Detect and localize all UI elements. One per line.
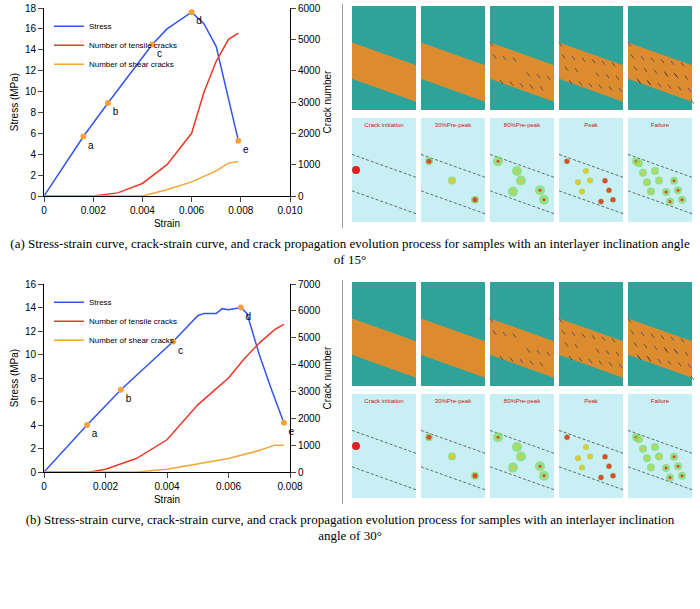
svg-text:6000: 6000 (298, 3, 321, 14)
svg-text:8: 8 (30, 373, 36, 384)
svg-text:Stress (MPa): Stress (MPa) (9, 349, 20, 407)
svg-text:0.004: 0.004 (154, 481, 179, 492)
html-text:(b) Stress-strain curve, crack: (b) Stress-strain curve, crack-strain cu… (25, 512, 675, 543)
svg-text:10: 10 (25, 86, 37, 97)
svg-text:0: 0 (41, 205, 47, 216)
svg-text:8: 8 (30, 107, 36, 118)
svg-text:5000: 5000 (298, 332, 321, 343)
svg-text:e: e (289, 426, 295, 437)
svg-text:a: a (88, 140, 94, 151)
svg-text:b: b (126, 393, 132, 404)
svg-text:Strain: Strain (154, 494, 180, 505)
svg-text:18: 18 (25, 3, 37, 14)
svg-text:a: a (92, 428, 98, 439)
svg-text:0: 0 (298, 467, 304, 478)
svg-text:0.002: 0.002 (81, 205, 106, 216)
svg-text:Crack number: Crack number (322, 70, 333, 133)
svg-text:0.008: 0.008 (277, 481, 302, 492)
svg-text:30%Pre-peak: 30%Pre-peak (435, 122, 472, 128)
svg-text:16: 16 (25, 23, 37, 34)
svg-text:0.006: 0.006 (216, 481, 241, 492)
svg-text:0: 0 (30, 191, 36, 202)
svg-text:1000: 1000 (298, 159, 321, 170)
svg-text:d: d (246, 311, 252, 322)
svg-text:2: 2 (30, 170, 36, 181)
svg-text:0.004: 0.004 (130, 205, 155, 216)
svg-text:4000: 4000 (298, 359, 321, 370)
svg-text:0.006: 0.006 (179, 205, 204, 216)
svg-text:1000: 1000 (298, 440, 321, 451)
svg-text:0.002: 0.002 (93, 481, 118, 492)
svg-text:Number of shear cracks: Number of shear cracks (89, 60, 174, 69)
svg-text:0: 0 (298, 191, 304, 202)
svg-text:0: 0 (41, 481, 47, 492)
svg-text:80%Pre-peak: 80%Pre-peak (504, 122, 541, 128)
svg-text:6000: 6000 (298, 305, 321, 316)
svg-text:Crack initiation: Crack initiation (364, 122, 403, 128)
svg-text:6: 6 (30, 128, 36, 139)
svg-text:7000: 7000 (298, 279, 321, 290)
svg-text:4: 4 (30, 420, 36, 431)
svg-text:16: 16 (25, 279, 37, 290)
svg-text:d: d (196, 15, 202, 26)
svg-text:80%Pre-peak: 80%Pre-peak (504, 398, 541, 404)
svg-text:Number of tensile cracks: Number of tensile cracks (89, 317, 177, 326)
svg-text:c: c (157, 47, 162, 59)
svg-text:Peak: Peak (584, 398, 599, 404)
svg-text:Crack initiation: Crack initiation (364, 398, 403, 404)
svg-text:14: 14 (25, 302, 37, 313)
svg-text:2000: 2000 (298, 413, 321, 424)
svg-text:12: 12 (25, 65, 37, 76)
svg-text:Strain: Strain (154, 218, 180, 229)
svg-text:Number of shear cracks: Number of shear cracks (89, 336, 174, 345)
svg-text:e: e (243, 144, 249, 155)
svg-text:Crack number: Crack number (322, 346, 333, 409)
svg-text:2000: 2000 (298, 128, 321, 139)
svg-text:c: c (178, 345, 183, 356)
svg-text:10: 10 (25, 349, 37, 360)
svg-text:5000: 5000 (298, 34, 321, 45)
svg-text:6: 6 (30, 396, 36, 407)
svg-text:b: b (113, 106, 119, 117)
svg-text:Stress: Stress (89, 298, 112, 307)
svg-text:3000: 3000 (298, 97, 321, 108)
svg-text:12: 12 (25, 326, 37, 337)
svg-text:Failure: Failure (651, 398, 670, 404)
svg-text:Failure: Failure (651, 122, 670, 128)
svg-text:Stress (MPa): Stress (MPa) (9, 73, 20, 131)
svg-text:3000: 3000 (298, 386, 321, 397)
svg-text:4000: 4000 (298, 65, 321, 76)
svg-text:14: 14 (25, 44, 37, 55)
svg-text:0: 0 (30, 467, 36, 478)
svg-text:4: 4 (30, 149, 36, 160)
svg-text:2: 2 (30, 443, 36, 454)
svg-text:Peak: Peak (584, 122, 599, 128)
svg-text:Stress: Stress (89, 22, 112, 31)
html-text:(a) Stress-strain curve, crack: (a) Stress-strain curve, crack-strain cu… (10, 236, 690, 267)
svg-text:0.010: 0.010 (277, 205, 302, 216)
svg-text:Number of tensile cracks: Number of tensile cracks (89, 41, 177, 50)
svg-text:0.008: 0.008 (228, 205, 253, 216)
svg-text:30%Pre-peak: 30%Pre-peak (435, 398, 472, 404)
